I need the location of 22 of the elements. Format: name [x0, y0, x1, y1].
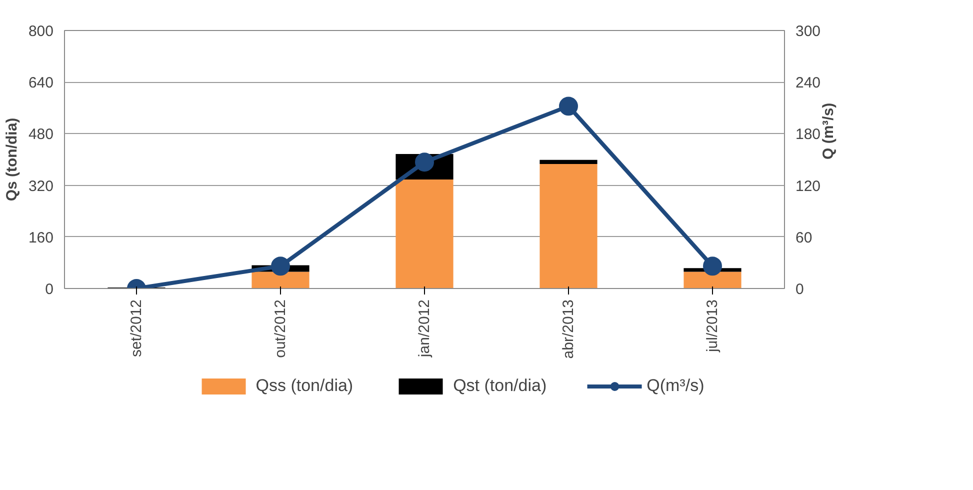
x-tick-label: abr/2013: [560, 300, 577, 359]
y2-tick-label: 240: [796, 74, 821, 92]
y-tick-label: 480: [28, 126, 54, 144]
legend-label: Q(m³/s): [646, 376, 704, 396]
y2-tick-label: 0: [796, 281, 804, 298]
y-axis-title: Qs (ton/dia): [3, 118, 20, 202]
x-tick-label: out/2012: [272, 300, 289, 358]
y-tick-label: 320: [28, 178, 54, 195]
y2-axis-title: Q (m³/s): [820, 102, 838, 160]
x-tick-label: set/2012: [128, 300, 145, 358]
legend-label: Qst (ton/dia): [453, 376, 547, 396]
y-tick-label: 0: [45, 281, 54, 298]
x-tick-label: jan/2012: [416, 299, 433, 358]
y-tick-label: 800: [28, 23, 54, 40]
y2-tick-label: 120: [796, 178, 821, 195]
y-tick-label: 640: [28, 74, 54, 92]
y2-tick-label: 60: [796, 229, 812, 246]
legend-label: Qss (ton/dia): [256, 376, 354, 396]
y2-tick-label: 180: [796, 126, 821, 144]
x-tick-label: jul/2013: [704, 299, 721, 354]
y-tick-label: 160: [28, 229, 54, 246]
y2-tick-label: 300: [796, 23, 821, 40]
